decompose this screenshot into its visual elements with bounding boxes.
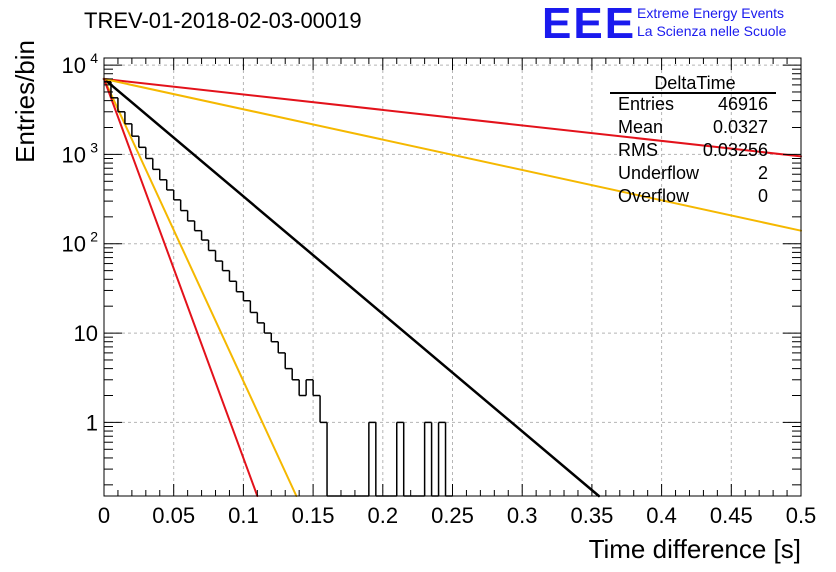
x-tick-label: 0.35 [570, 503, 613, 528]
x-tick-label: 0.25 [431, 503, 474, 528]
stats-label: RMS [618, 140, 658, 160]
stats-value: 0 [758, 186, 768, 206]
y-tick-exponent: 2 [90, 229, 98, 245]
histogram-title: TREV-01-2018-02-03-00019 [84, 8, 362, 33]
x-tick-label: 0 [98, 503, 110, 528]
org-line-1: Extreme Energy Events [637, 5, 785, 21]
x-tick-label: 0.4 [646, 503, 677, 528]
fit-line [103, 77, 802, 158]
x-tick-label: 0.1 [228, 503, 259, 528]
stats-label: Mean [618, 117, 663, 137]
x-tick-label: 0.05 [152, 503, 195, 528]
x-tick-label: 0.2 [368, 503, 399, 528]
organization-name: Extreme Energy Events La Scienza nelle S… [637, 4, 786, 40]
x-axis-label: Time difference [s] [589, 534, 801, 564]
y-tick-exponent: 4 [90, 50, 98, 66]
stats-title: DeltaTime [654, 73, 735, 93]
x-tick-label: 0.15 [292, 503, 335, 528]
y-tick-label: 1 [86, 410, 98, 435]
tick-labels: 0 0.05 0.1 0.15 0.2 0.25 0.3 0.35 0.4 0.45 0.5 1 10 1… [62, 50, 817, 528]
x-tick-label: 0.5 [786, 503, 817, 528]
stats-label: Underflow [618, 163, 700, 183]
stats-value: 0.0327 [713, 117, 768, 137]
stats-value: 2 [758, 163, 768, 183]
fit-curves [102, 77, 802, 498]
x-tick-label: 0.3 [507, 503, 538, 528]
fit-line [103, 77, 259, 497]
y-tick-label: 10 [62, 232, 86, 257]
histogram-bars [104, 81, 453, 497]
fit-line [103, 77, 802, 232]
y-tick-label: 10 [62, 142, 86, 167]
y-tick-label: 10 [62, 53, 86, 78]
y-tick-label: 10 [74, 321, 98, 346]
stats-value: 0.03256 [703, 140, 768, 160]
plot-frame [103, 57, 802, 497]
stats-label: Overflow [618, 186, 690, 206]
grid-lines [104, 58, 801, 496]
y-tick-exponent: 3 [90, 139, 98, 155]
x-tick-label: 0.45 [710, 503, 753, 528]
fit-line [102, 77, 601, 498]
axes [103, 57, 802, 497]
eee-logo: EEE [542, 0, 637, 48]
org-line-2: La Scienza nelle Scuole [637, 23, 787, 39]
stats-label: Entries [618, 94, 674, 114]
stats-value: 46916 [718, 94, 768, 114]
fit-line [103, 77, 298, 497]
y-axis-label: Entries/bin [10, 40, 40, 163]
